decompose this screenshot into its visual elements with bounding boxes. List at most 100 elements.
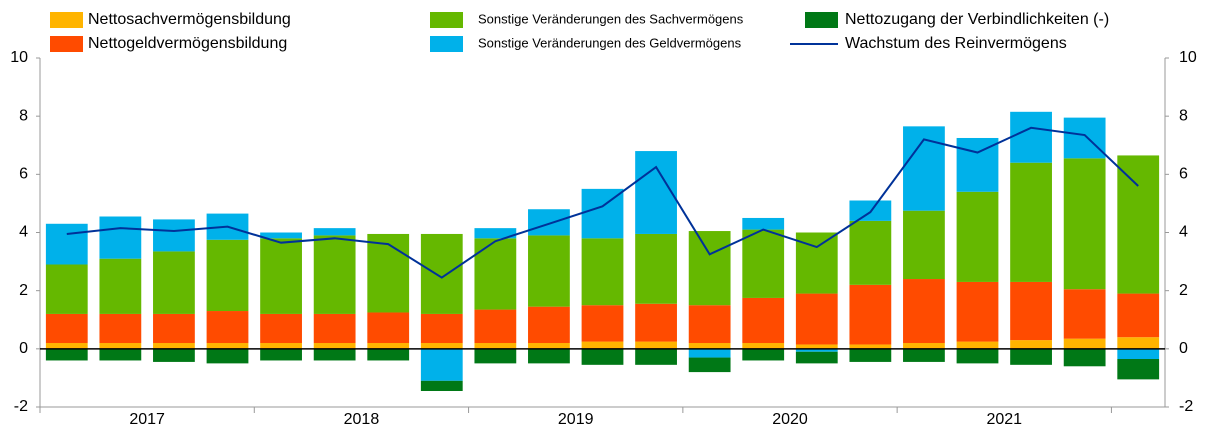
bar-segment bbox=[528, 343, 570, 349]
y2-tick-label: 6 bbox=[1179, 166, 1188, 183]
bar-segment bbox=[795, 293, 838, 345]
y-tick-label: 4 bbox=[19, 224, 28, 241]
y2-tick-label: 8 bbox=[1179, 107, 1188, 124]
bar-segment bbox=[688, 231, 731, 306]
bar-segment bbox=[45, 223, 88, 265]
legend-swatch bbox=[50, 12, 83, 28]
bar-segment bbox=[260, 313, 302, 344]
y2-tick-label: 2 bbox=[1179, 282, 1188, 299]
bar-segment bbox=[1010, 348, 1052, 365]
legend-label: Sonstige Veränderungen des Sachvermögens bbox=[478, 11, 744, 26]
y2-tick-label: -2 bbox=[1179, 398, 1193, 415]
bar-segment bbox=[313, 228, 356, 236]
bar-segment bbox=[528, 209, 570, 236]
bar-segment bbox=[956, 348, 999, 364]
x-tick-label: 2020 bbox=[772, 411, 808, 428]
bar-segment bbox=[1117, 348, 1160, 360]
legend-label: Wachstum des Reinvermögens bbox=[845, 35, 1067, 52]
bar-segment bbox=[45, 264, 88, 314]
bar-segment bbox=[1063, 158, 1106, 290]
bar-segment bbox=[206, 239, 249, 312]
legend-label: Sonstige Veränderungen des Geldvermögens bbox=[478, 35, 742, 50]
bar-segment bbox=[474, 238, 517, 310]
bar-segment bbox=[153, 251, 195, 314]
y-tick-label: -2 bbox=[14, 398, 28, 415]
legend-label: Nettosachvermögensbildung bbox=[88, 11, 291, 28]
bar-segment bbox=[1117, 155, 1160, 294]
bar-segment bbox=[260, 232, 302, 239]
bar-segment bbox=[742, 297, 785, 344]
bar-segment bbox=[1117, 293, 1160, 338]
legend-swatch bbox=[805, 12, 838, 28]
y2-tick-label: 4 bbox=[1179, 224, 1188, 241]
bar-segment bbox=[260, 343, 302, 349]
bar-segment bbox=[45, 348, 88, 361]
bar-segment bbox=[153, 313, 195, 344]
bar-segment bbox=[903, 210, 945, 280]
x-tick-label: 2017 bbox=[129, 411, 165, 428]
bar-segment bbox=[581, 341, 624, 349]
bar-segment bbox=[420, 313, 463, 344]
bar-segment bbox=[688, 343, 731, 349]
bar-segment bbox=[581, 305, 624, 342]
x-tick-label: 2019 bbox=[558, 411, 594, 428]
x-tick-label: 2018 bbox=[344, 411, 380, 428]
bar-segment bbox=[1117, 337, 1160, 349]
bar-segment bbox=[99, 258, 142, 314]
y2-tick-label: 10 bbox=[1179, 49, 1197, 66]
y-tick-label: 8 bbox=[19, 107, 28, 124]
bar-segment bbox=[635, 233, 677, 304]
line bbox=[66, 126, 1139, 279]
bar-segment bbox=[795, 348, 838, 352]
bar-segment bbox=[1010, 162, 1052, 282]
legend-swatch bbox=[430, 12, 463, 28]
bar-segment bbox=[45, 343, 88, 349]
bar-segment bbox=[153, 348, 195, 362]
bar-segment bbox=[206, 348, 249, 364]
y-tick-label: 6 bbox=[19, 166, 28, 183]
bar-segment bbox=[1063, 117, 1106, 159]
bar-segment bbox=[903, 348, 945, 362]
bar-segment bbox=[367, 312, 410, 344]
y-tick-label: 10 bbox=[10, 49, 28, 66]
bar-segment bbox=[45, 313, 88, 344]
bar-segment bbox=[153, 343, 195, 349]
bar-segment bbox=[688, 357, 731, 373]
bar-segment bbox=[849, 348, 892, 362]
bar-segment bbox=[313, 313, 356, 344]
bar-segment bbox=[1010, 281, 1052, 341]
bar-segment bbox=[206, 311, 249, 344]
bar-segment bbox=[420, 380, 463, 392]
bar-segment bbox=[474, 309, 517, 344]
bar-segment bbox=[528, 306, 570, 344]
bar-segment bbox=[1063, 338, 1106, 349]
bar-segment bbox=[849, 344, 892, 349]
y2-tick-label: 0 bbox=[1179, 340, 1188, 357]
bar-segment bbox=[903, 279, 945, 344]
bar-segment bbox=[260, 238, 302, 314]
bar-segment bbox=[1063, 348, 1106, 367]
bar-segment bbox=[420, 233, 463, 314]
bar-segment bbox=[1117, 359, 1160, 380]
bar-segment bbox=[1063, 289, 1106, 339]
bar-segment bbox=[99, 313, 142, 344]
bar-segment bbox=[1010, 111, 1052, 163]
bar-segment bbox=[742, 343, 785, 349]
bar-segment bbox=[635, 303, 677, 342]
bar-segment bbox=[635, 151, 677, 234]
legend-label: Nettozugang der Verbindlichkeiten (-) bbox=[845, 11, 1109, 28]
legend-swatch bbox=[430, 36, 463, 52]
bar-segment bbox=[260, 348, 302, 361]
legend-swatch bbox=[50, 36, 83, 52]
x-tick-label: 2021 bbox=[986, 411, 1022, 428]
bar-segment bbox=[474, 343, 517, 349]
bar-segment bbox=[956, 191, 999, 282]
bar-segment bbox=[688, 348, 731, 358]
bar-segment bbox=[528, 348, 570, 364]
bar-segment bbox=[474, 348, 517, 364]
bar-segment bbox=[688, 305, 731, 344]
bar-segment bbox=[313, 235, 356, 314]
bar-segment bbox=[367, 343, 410, 349]
bar-segment bbox=[956, 341, 999, 349]
